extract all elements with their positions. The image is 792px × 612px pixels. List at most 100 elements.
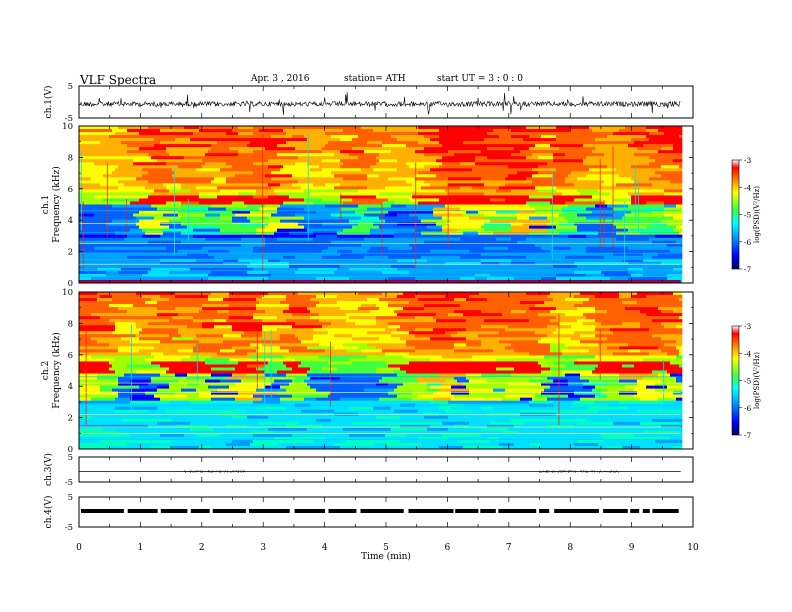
spectrogram-cell [124, 373, 161, 377]
spectrogram-cell [526, 267, 566, 272]
spectrogram-cell [196, 261, 224, 266]
spectrogram-cell [97, 298, 113, 302]
spectrogram-cell [631, 177, 650, 181]
spectrogram-cell [196, 433, 221, 438]
spectrogram-cell [136, 171, 149, 175]
spectrogram-cell [430, 138, 464, 142]
spectrogram-cell [484, 138, 524, 142]
spectrogram-cell [406, 216, 419, 220]
spectrogram-cell [343, 201, 383, 205]
spectrogram-cell [253, 439, 284, 444]
spectrogram-cell [226, 132, 239, 136]
spectrogram-cell [439, 388, 470, 392]
spectrogram-cell [562, 421, 578, 426]
spectrogram-cell [232, 201, 245, 205]
spectrogram-cell [442, 310, 455, 314]
spectrogram-cell [427, 382, 443, 386]
spectrogram-cell [178, 165, 203, 169]
start-time-label: start UT = 3 : 0 : 0 [437, 74, 523, 84]
spectrogram-cell [385, 361, 410, 365]
y-axis-label: Frequency (kHz) [51, 332, 62, 409]
spectrogram-cell [412, 246, 425, 251]
spectrogram-cell [292, 379, 305, 383]
spectrogram-cell [592, 135, 608, 139]
spectrogram-cell [505, 346, 530, 350]
spectrogram-cell [679, 231, 683, 235]
spectrogram-cell [403, 436, 419, 441]
spectrogram-cell [217, 195, 254, 199]
spectrogram-cell [232, 337, 254, 341]
spectrogram-cell [364, 267, 398, 272]
spectrogram-cell [307, 373, 344, 377]
spectrogram-cell [217, 240, 248, 245]
spectrogram-cell [202, 307, 218, 311]
spectrogram-cell [505, 394, 536, 398]
spectrogram-cell [79, 228, 116, 232]
spectrogram-cell [199, 129, 233, 133]
spectrogram-cell [541, 391, 575, 395]
spectrogram-cell [229, 313, 254, 317]
spectrogram-cell [460, 304, 488, 308]
spectrogram-cell [493, 231, 530, 235]
spectrogram-cell [139, 192, 152, 196]
spectrogram-cell [460, 207, 500, 211]
spectrogram-cell [511, 355, 545, 359]
spectrogram-cell [415, 403, 440, 408]
spectrogram-cell [373, 243, 410, 248]
spectrogram-cell [79, 153, 119, 157]
spectrogram-cell [301, 219, 326, 223]
spectrogram-cell [388, 382, 404, 386]
spectrogram-cell [448, 427, 482, 432]
spectrogram-cell [496, 243, 536, 248]
spectrogram-cell [478, 403, 506, 408]
spectrogram-cell [295, 400, 317, 405]
spectrogram-cell [355, 325, 389, 329]
spectrogram-cell [310, 385, 332, 389]
spectrogram-cell [643, 144, 659, 148]
spectrogram-cell [286, 132, 299, 136]
spectrogram-cell [262, 340, 302, 344]
spectrogram-cell [310, 403, 347, 408]
spectrogram-cell [283, 150, 323, 154]
spectrogram-cell [388, 210, 419, 214]
spectrogram-cell [472, 270, 509, 275]
spectrogram-cell [190, 189, 221, 193]
spectrogram-cell [328, 207, 341, 211]
spectrogram-cell [283, 255, 296, 260]
spectrogram-cell [199, 367, 212, 371]
spectrogram-cell [505, 183, 521, 187]
spectrogram-cell [151, 156, 185, 160]
spectrogram-cell [259, 421, 299, 426]
spectrogram-cell [496, 189, 512, 193]
spectrogram-cell [298, 156, 323, 160]
spectrogram-cell [445, 261, 482, 266]
spectrogram-cell [616, 147, 638, 151]
spectrogram-cell [268, 198, 305, 202]
spectrogram-cell [529, 225, 542, 229]
spectrogram-cell [169, 400, 191, 405]
spectrogram-cell [79, 367, 110, 371]
spectrogram-cell [118, 379, 131, 383]
spectrogram-cell [571, 246, 587, 251]
spectrogram-cell [265, 364, 287, 368]
spectrogram-cell [604, 153, 635, 157]
spectrogram-cell [235, 382, 272, 386]
spectrogram-cell [100, 141, 122, 145]
spectrogram-cell [151, 376, 188, 380]
spectrogram-cell [349, 316, 377, 320]
spectrogram-cell [292, 174, 323, 178]
spectrogram-cell [652, 222, 668, 226]
y-axis-label: Frequency (kHz) [51, 166, 62, 243]
spectrogram-cell [442, 144, 467, 148]
spectrogram-cell [247, 424, 272, 429]
spectrogram-cell [223, 340, 263, 344]
spectrogram-cell [631, 427, 665, 432]
spectrogram-cell [406, 433, 443, 438]
spectrogram-cell [307, 138, 341, 142]
spectrogram-cell [661, 261, 674, 266]
spectrogram-cell [457, 132, 488, 136]
spectrogram-cell [538, 421, 563, 426]
spectrogram-cell [649, 189, 665, 193]
spectrogram-cell [346, 352, 386, 356]
spectrogram-cell [154, 355, 191, 359]
